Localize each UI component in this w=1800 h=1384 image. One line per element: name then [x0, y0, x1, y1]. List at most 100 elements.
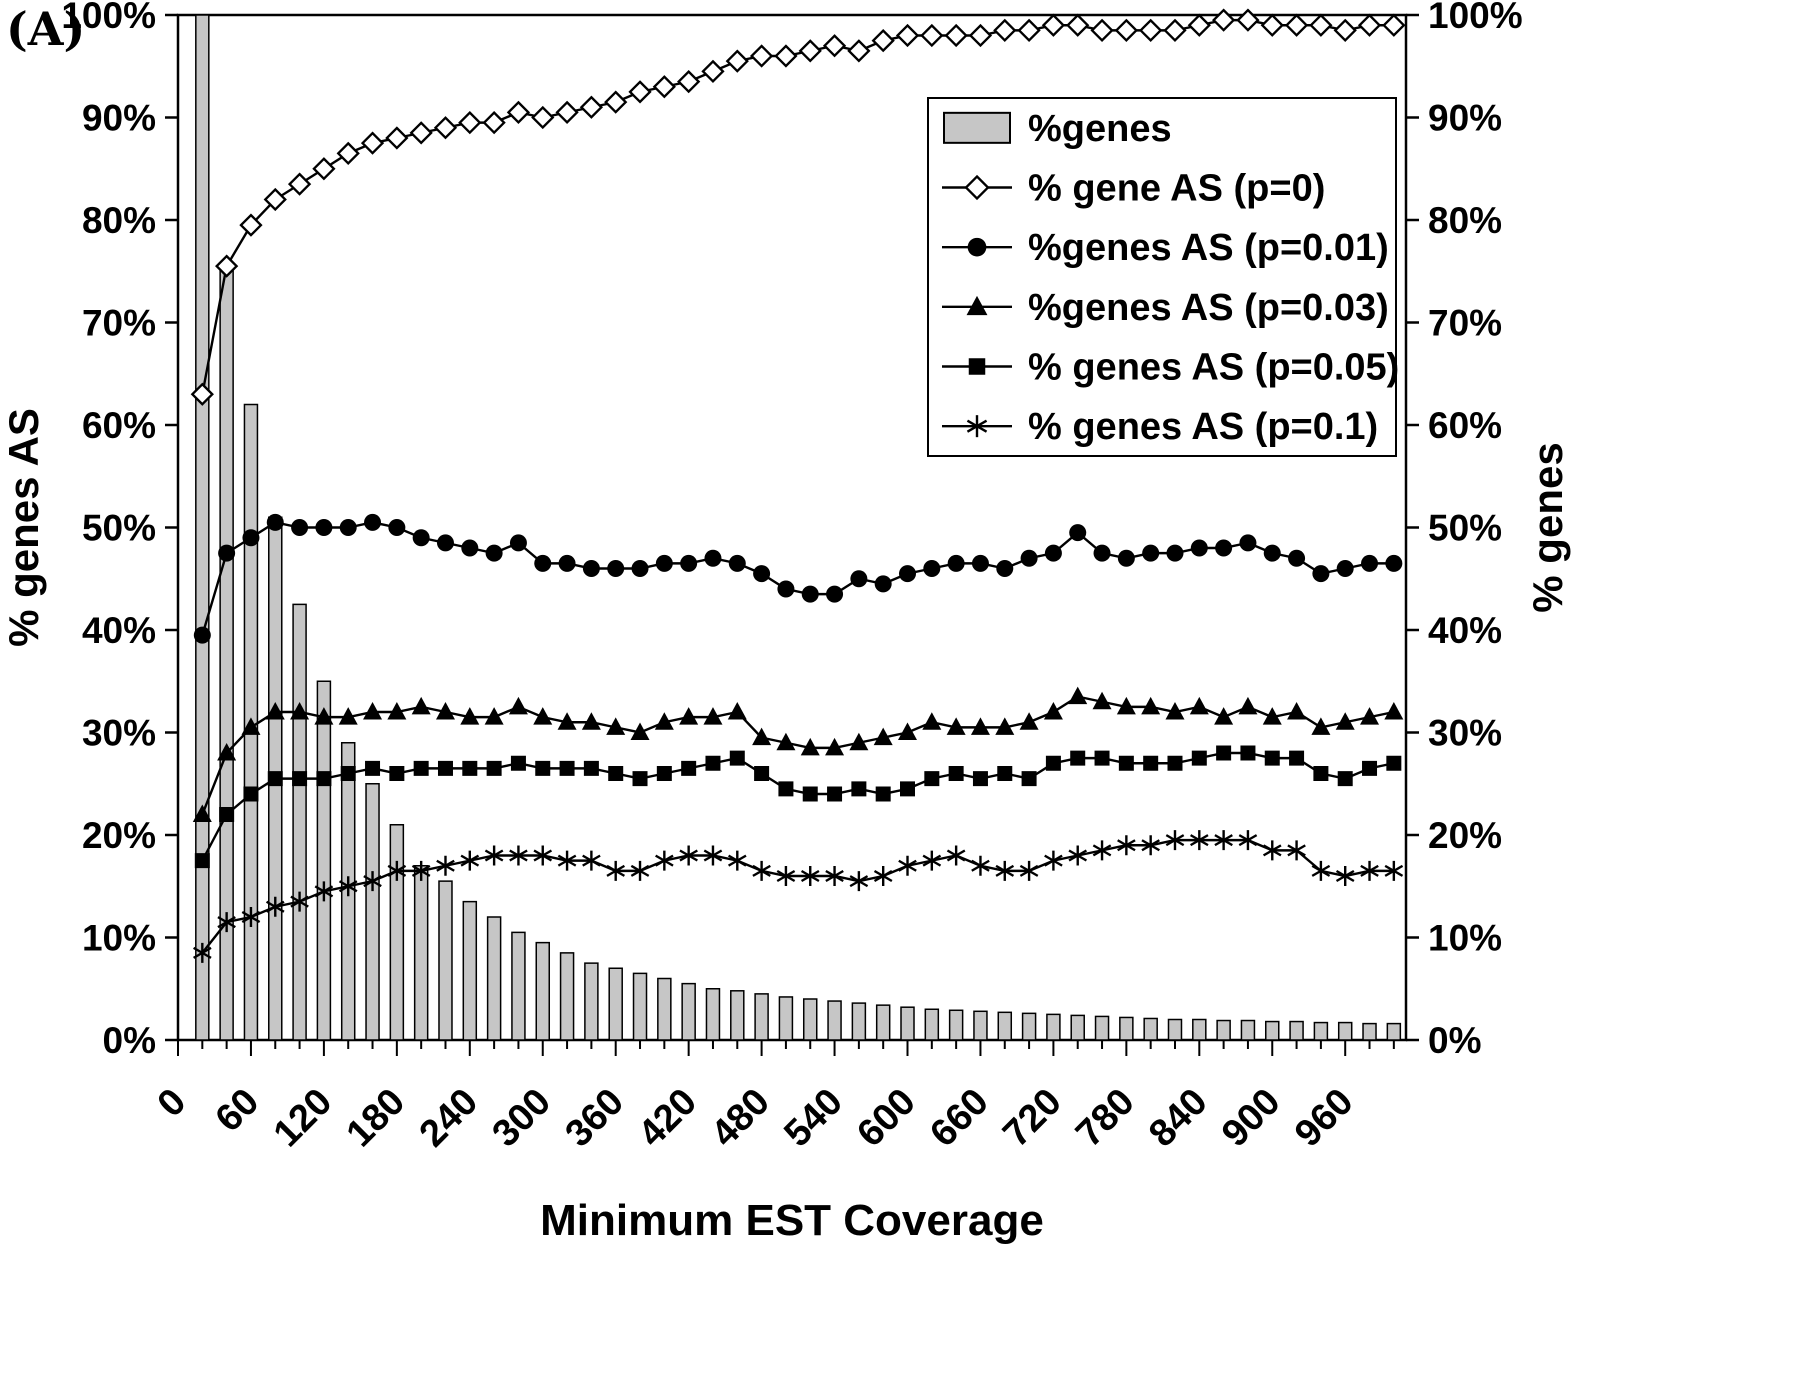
bar — [997, 1011, 1013, 1041]
bar — [413, 865, 429, 1041]
bar — [1265, 1020, 1280, 1041]
bar — [778, 996, 794, 1041]
bar — [608, 967, 623, 1041]
bar — [535, 941, 551, 1041]
bar — [851, 1002, 867, 1041]
y-tick-label-right: 90% — [1428, 98, 1502, 139]
bar — [1192, 1018, 1207, 1041]
bar — [875, 1004, 891, 1041]
bar — [730, 990, 745, 1041]
bar — [365, 783, 380, 1041]
legend-label: % genes AS (p=0.1) — [1028, 406, 1378, 448]
bar — [1167, 1018, 1183, 1041]
bar — [462, 900, 478, 1041]
x-tick-label: 120 — [266, 1081, 341, 1156]
legend-entry-p003: %genes AS (p=0.03) — [942, 287, 1389, 329]
x-tick-label: 60 — [208, 1081, 268, 1141]
x-tick-label: 840 — [1141, 1081, 1216, 1156]
bar — [1313, 1021, 1329, 1041]
y-tick-label-left: 60% — [82, 405, 156, 446]
y-tick-label-right: 30% — [1428, 713, 1502, 754]
x-tick-label: 720 — [995, 1081, 1070, 1156]
y-tick-label-left: 30% — [82, 713, 156, 754]
bar — [657, 977, 672, 1041]
bar — [486, 916, 502, 1041]
x-tick-label: 660 — [922, 1081, 997, 1156]
legend-label: %genes AS (p=0.01) — [1028, 227, 1389, 269]
series-p001 — [193, 513, 1403, 644]
bar — [389, 824, 405, 1041]
bar — [1216, 1019, 1231, 1041]
bar — [511, 931, 526, 1041]
figure-panel-label: (A) — [6, 2, 86, 56]
y-tick-label-right: 50% — [1428, 508, 1502, 549]
bar — [948, 1009, 964, 1041]
y-tick-label-left: 0% — [103, 1020, 156, 1061]
y-tick-label-left: 50% — [82, 508, 156, 549]
bar — [1362, 1022, 1377, 1041]
bar — [292, 603, 307, 1041]
y-tick-label-right: 20% — [1428, 815, 1502, 856]
x-tick-label: 240 — [412, 1081, 487, 1156]
bar — [584, 962, 599, 1041]
y-tick-label-right: 10% — [1428, 918, 1502, 959]
x-tick-label: 960 — [1287, 1081, 1362, 1156]
series-p005 — [194, 745, 1402, 869]
bar — [705, 988, 721, 1041]
bar — [802, 998, 818, 1041]
legend-box — [927, 97, 1397, 457]
y-tick-label-left: 40% — [82, 610, 156, 651]
bar — [559, 952, 575, 1041]
legend-entry-bars: %genes — [943, 108, 1172, 150]
bar — [316, 680, 332, 1041]
y-axes: 0% 0% 10% 10% 20% 20% 30% 30% 40% 40% 50% 50% 60% 60%… — [61, 0, 1522, 1061]
bar — [924, 1008, 940, 1041]
bar — [1070, 1014, 1085, 1041]
y-tick-label-left: 100% — [61, 0, 156, 36]
bar — [1021, 1012, 1037, 1041]
legend-entry-p01: % genes AS (p=0.1) — [942, 406, 1378, 448]
y-tick-label-left: 20% — [82, 815, 156, 856]
bar — [1386, 1022, 1402, 1041]
y-tick-label-right: 70% — [1428, 303, 1502, 344]
y-axis-title-right: % genes — [1524, 442, 1571, 612]
bar — [754, 993, 769, 1041]
y-tick-label-right: 60% — [1428, 405, 1502, 446]
bar — [827, 1000, 842, 1041]
x-tick-label: 300 — [485, 1081, 560, 1156]
legend-entry-p005: % genes AS (p=0.05) — [942, 347, 1399, 389]
x-tick-label: 780 — [1068, 1081, 1143, 1156]
x-axis: 0 601201802403003604204805406006607207808… — [150, 1040, 1395, 1156]
x-tick-label: 420 — [630, 1081, 705, 1156]
x-tick-label: 180 — [339, 1081, 414, 1156]
bar — [681, 982, 696, 1041]
x-tick-label: 0 — [150, 1081, 195, 1126]
bar — [1240, 1019, 1256, 1041]
bar — [900, 1006, 915, 1041]
bar — [1289, 1020, 1304, 1041]
series-p003 — [192, 686, 1404, 822]
y-tick-label-left: 10% — [82, 918, 156, 959]
legend-label: %genes — [1028, 108, 1172, 150]
legend: %genes % gene AS (p=0) %genes AS (p=0.01)%… — [927, 97, 1399, 457]
legend-label: % gene AS (p=0) — [1028, 168, 1325, 210]
bar — [973, 1010, 988, 1041]
y-tick-label-right: 80% — [1428, 200, 1502, 241]
bar — [632, 972, 648, 1041]
x-tick-label: 900 — [1214, 1081, 1289, 1156]
legend-entry-p0: % gene AS (p=0) — [942, 168, 1325, 210]
y-tick-label-right: 0% — [1428, 1020, 1481, 1061]
x-tick-label: 600 — [849, 1081, 924, 1156]
y-tick-label-right: 40% — [1428, 610, 1502, 651]
x-tick-label: 540 — [776, 1081, 851, 1156]
bar — [1143, 1017, 1158, 1041]
legend-bar-swatch — [943, 111, 1011, 144]
y-tick-label-left: 70% — [82, 303, 156, 344]
y-tick-label-left: 80% — [82, 200, 156, 241]
x-tick-label: 480 — [703, 1081, 778, 1156]
bar — [195, 14, 210, 1041]
legend-label: % genes AS (p=0.05) — [1028, 347, 1399, 389]
series-p01 — [193, 830, 1404, 963]
